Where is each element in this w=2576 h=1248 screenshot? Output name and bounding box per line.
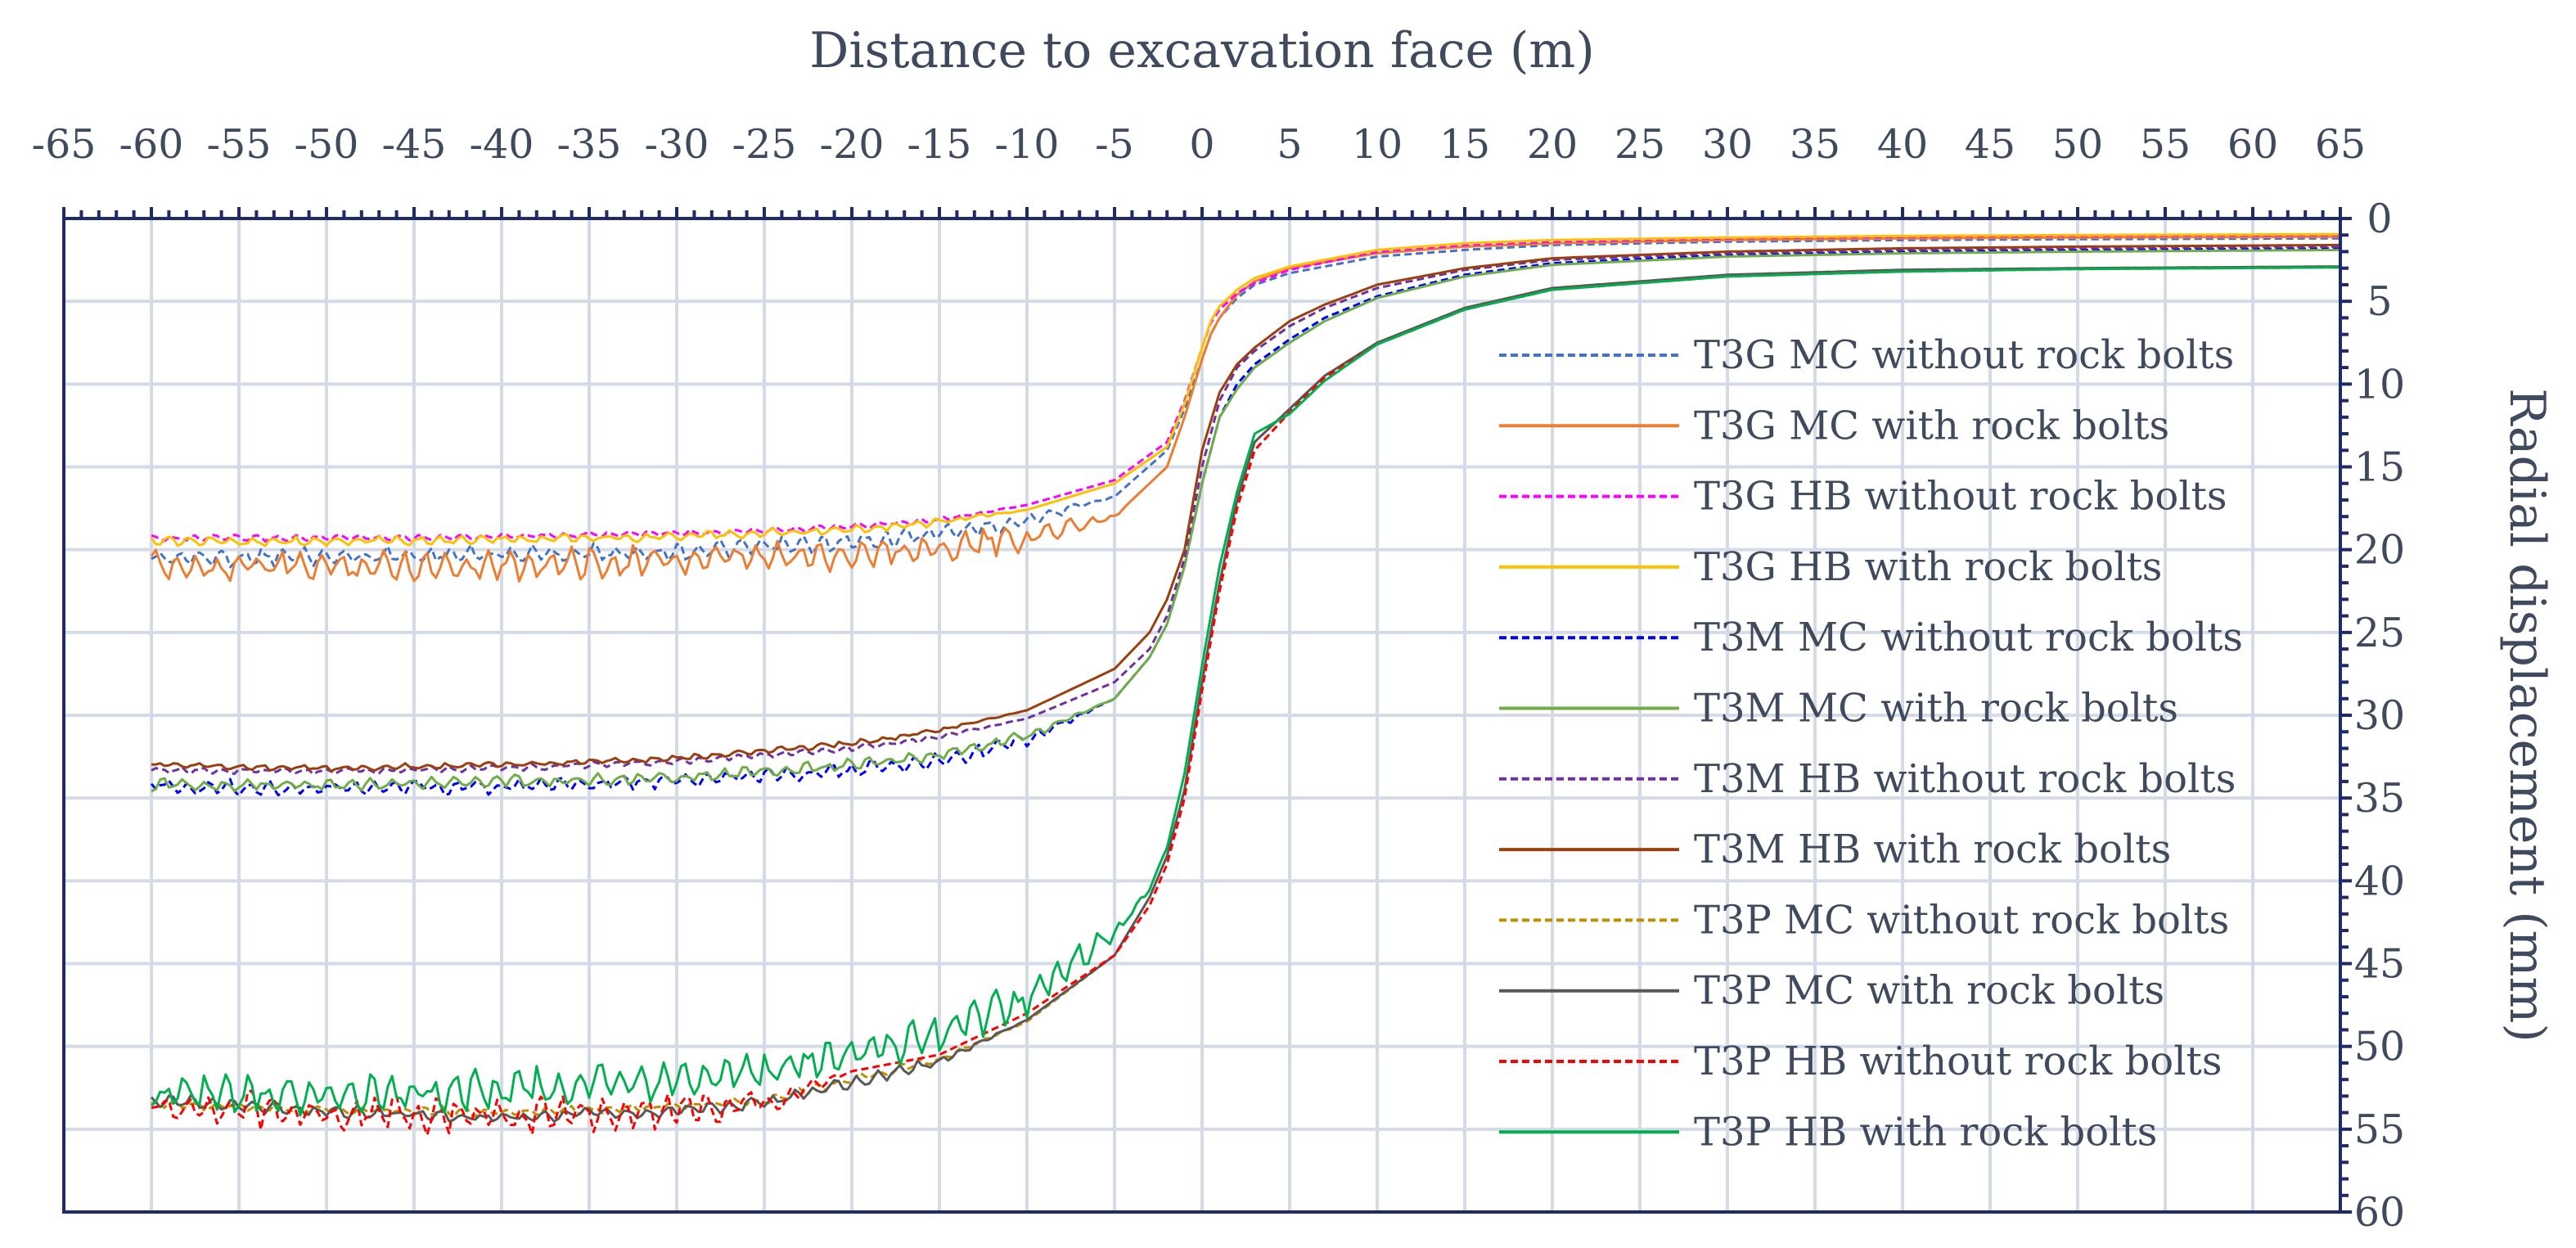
- legend: T3G MC without rock bolts T3G MC with roc…: [1499, 332, 2243, 1155]
- x-tick-label: -60: [119, 121, 184, 168]
- x-tick-label: -40: [470, 121, 534, 168]
- x-tick-label: 60: [2227, 121, 2278, 168]
- legend-label: T3P HB without rock bolts: [1694, 1038, 2222, 1084]
- x-tick-label: -30: [645, 121, 709, 168]
- legend-entry: T3P HB with rock bolts: [1499, 1109, 2157, 1155]
- y-tick-label: 10: [2354, 361, 2405, 408]
- x-tick-label: -35: [557, 121, 622, 168]
- series-line-2: [150, 235, 2340, 583]
- x-tick-label: 10: [1352, 121, 1403, 168]
- y-tick-label: 50: [2354, 1024, 2405, 1070]
- y-tick-label: 30: [2354, 692, 2405, 739]
- legend-label: T3G HB with rock bolts: [1694, 544, 2162, 590]
- x-tick-label: 25: [1615, 121, 1665, 168]
- x-tick-label: 65: [2315, 121, 2366, 168]
- x-tick-label: -45: [382, 121, 447, 168]
- legend-entry: T3G MC without rock bolts: [1499, 332, 2234, 378]
- y-tick-label: 40: [2354, 858, 2405, 904]
- y-tick-label: 55: [2354, 1106, 2405, 1153]
- y-tick-label: 45: [2354, 941, 2405, 988]
- legend-entry: T3G MC with rock bolts: [1499, 403, 2169, 448]
- legend-entry: T3M HB without rock bolts: [1499, 756, 2236, 802]
- legend-label: T3M MC with rock bolts: [1694, 686, 2178, 732]
- legend-entry: T3M MC without rock bolts: [1499, 615, 2243, 660]
- x-tick-label: -5: [1095, 121, 1134, 168]
- x-tick-label: 30: [1702, 121, 1753, 168]
- y-tick-label: 35: [2354, 775, 2405, 822]
- legend-label: T3G MC without rock bolts: [1694, 332, 2234, 378]
- legend-entry: T3P MC with rock bolts: [1499, 968, 2164, 1014]
- y-tick-label: 5: [2367, 278, 2392, 325]
- series-line-1: [151, 237, 2340, 569]
- x-tick-label: 45: [1965, 121, 2015, 168]
- legend-label: T3G MC with rock bolts: [1694, 403, 2169, 448]
- legend-label: T3P MC with rock bolts: [1694, 968, 2164, 1014]
- legend-label: T3M MC without rock bolts: [1694, 615, 2243, 660]
- series-line-7: [151, 245, 2340, 776]
- y-tick-label: 25: [2354, 610, 2405, 656]
- y-tick-label: 20: [2354, 527, 2405, 574]
- legend-entry: T3M HB with rock bolts: [1499, 827, 2171, 872]
- legend-label: T3M HB without rock bolts: [1694, 756, 2236, 802]
- series-line-12: [151, 266, 2340, 1117]
- series-line-6: [151, 248, 2340, 793]
- legend-label: T3P MC without rock bolts: [1694, 897, 2229, 943]
- x-tick-label: -15: [907, 121, 972, 168]
- series-lines: [150, 232, 2340, 1137]
- x-tick-label: 20: [1527, 121, 1578, 168]
- series-line-8: [151, 243, 2340, 773]
- series-line-4: [150, 232, 2340, 547]
- y-tick-label: 0: [2367, 196, 2392, 242]
- legend-label: T3M HB with rock bolts: [1694, 827, 2171, 872]
- y-tick-label: 60: [2354, 1189, 2405, 1236]
- legend-entry: T3G HB without rock bolts: [1499, 474, 2227, 520]
- y-axis-title: Radial displacement (mm): [2498, 388, 2556, 1043]
- x-tick-label: 50: [2052, 121, 2103, 168]
- series-line-10: [150, 265, 2340, 1123]
- legend-entry: T3M MC with rock bolts: [1499, 686, 2178, 732]
- x-tick-label: -55: [207, 121, 272, 168]
- legend-label: T3G HB without rock bolts: [1694, 474, 2227, 520]
- x-tick-label: -10: [995, 121, 1060, 168]
- x-tick-label: -65: [32, 121, 97, 168]
- legend-label: T3P HB with rock bolts: [1694, 1109, 2157, 1155]
- x-tick-label: 0: [1189, 121, 1214, 168]
- x-tick-label: -20: [820, 121, 885, 168]
- x-axis-title: Distance to excavation face (m): [809, 22, 1595, 79]
- x-tick-label: 15: [1439, 121, 1490, 168]
- series-line-5: [150, 246, 2340, 797]
- x-tick-label: -50: [295, 121, 359, 168]
- legend-entry: T3P MC without rock bolts: [1499, 897, 2229, 943]
- legend-entry: T3P HB without rock bolts: [1499, 1038, 2222, 1084]
- x-tick-label: 5: [1277, 121, 1302, 168]
- legend-entry: T3G HB with rock bolts: [1499, 544, 2162, 590]
- axes: -65 -60 -55 -50 -45 -40 -35 -30 -25 -20 -15 -10 -5 0 5…: [32, 121, 2406, 1236]
- x-tick-label: 35: [1790, 121, 1840, 168]
- x-tick-label: 40: [1877, 121, 1928, 168]
- x-tick-label: 55: [2140, 121, 2191, 168]
- x-tick-label: -25: [732, 121, 797, 168]
- y-tick-label: 15: [2354, 444, 2405, 491]
